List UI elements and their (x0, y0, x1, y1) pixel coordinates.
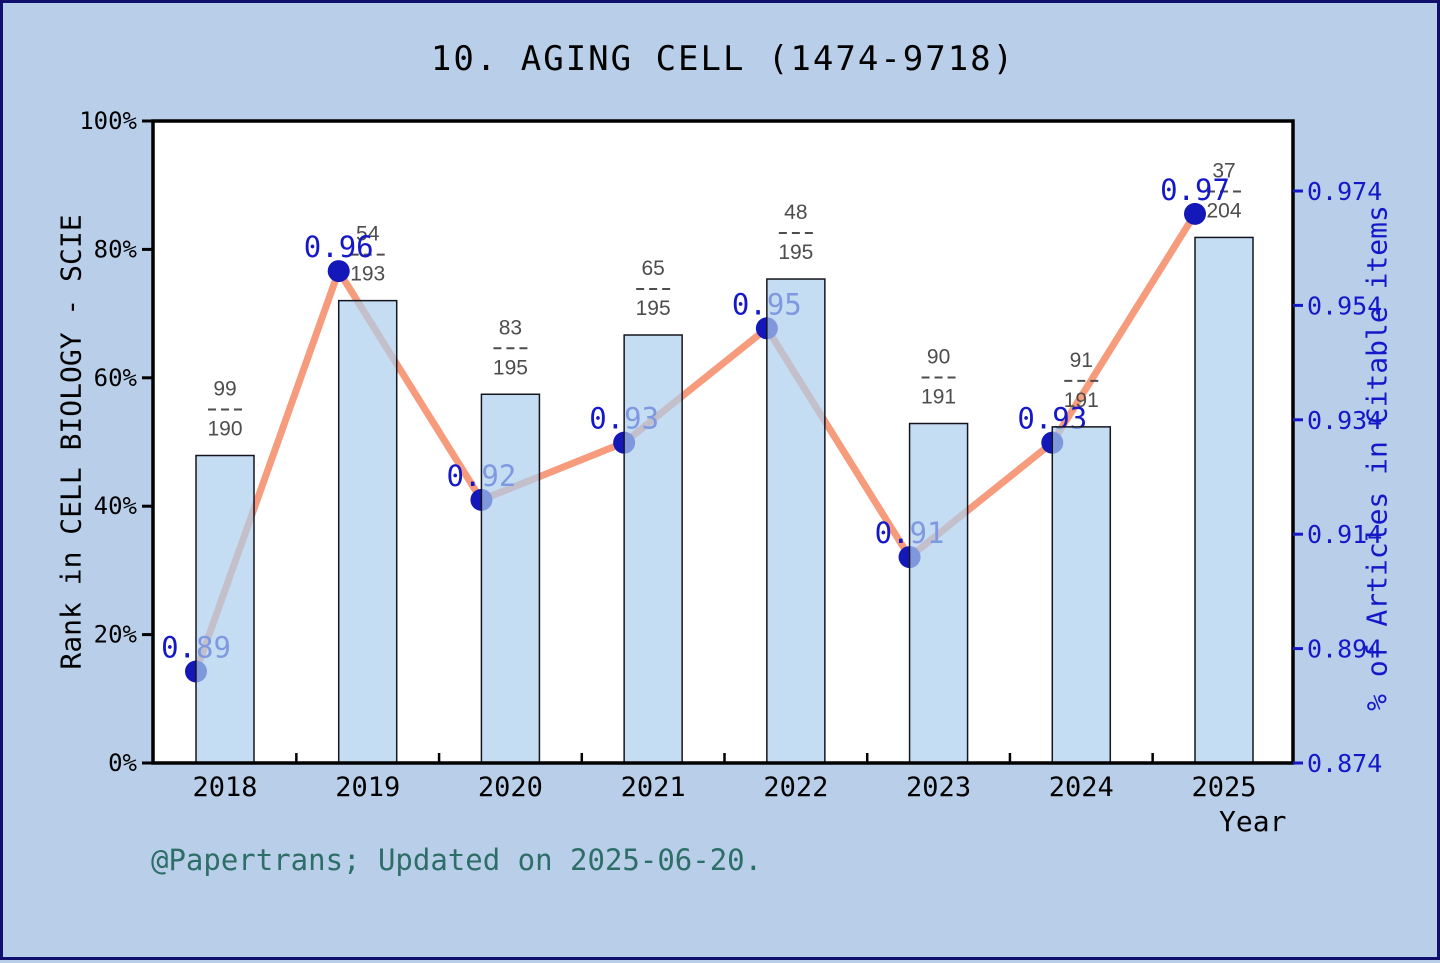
bar (195, 454, 255, 764)
point-label: 0.96 (304, 230, 374, 264)
credit-text: @Papertrans; Updated on 2025-06-20. (151, 843, 763, 877)
fraction-denominator: 195 (636, 297, 671, 320)
fraction-denominator: 204 (1206, 199, 1241, 222)
fraction-numerator: 91 (1070, 349, 1093, 372)
x-tick-label: 2018 (192, 772, 257, 803)
right-tick-label: 0.914 (1307, 520, 1382, 549)
axis-frame (151, 119, 1295, 765)
right-axis-title: % of Articles in Citable items (1360, 205, 1394, 711)
right-tick-label: 0.894 (1307, 635, 1382, 664)
data-point (327, 260, 350, 283)
page-title: 10. AGING CELL (1474-9718) (430, 39, 1016, 79)
fraction-numerator: 37 (1212, 159, 1235, 182)
fraction-label: 37 204 (1206, 159, 1241, 222)
left-tick-label: 20% (94, 621, 138, 649)
fraction-numerator: 83 (499, 316, 522, 339)
fraction-label: 83 195 (493, 316, 528, 379)
fraction-numerator: 65 (641, 257, 664, 280)
plot-background (153, 121, 1293, 763)
fraction-label: 91 191 (1064, 349, 1099, 412)
bar (480, 393, 541, 764)
fraction-numerator: 48 (784, 201, 807, 224)
fraction-label: 99 190 (207, 378, 242, 441)
bars-layer (195, 236, 1254, 764)
x-tick-label: 2025 (1191, 772, 1256, 803)
left-tick-label: 80% (94, 235, 138, 263)
data-point (1184, 202, 1206, 225)
bar (766, 278, 826, 764)
left-tick-label: 0% (108, 749, 137, 777)
bar (1051, 426, 1112, 764)
x-tick-label: 2024 (1049, 772, 1114, 803)
fraction-label: 54 193 (350, 223, 385, 286)
fraction-numerator: 90 (927, 346, 950, 369)
fraction-denominator: 190 (207, 418, 242, 441)
point-label: 0.97 (1160, 173, 1230, 207)
bar (623, 334, 683, 764)
right-tick-label: 0.974 (1307, 177, 1382, 206)
fraction-denominator: 193 (350, 263, 385, 286)
fraction-label: 65 195 (636, 257, 671, 320)
x-tick-label: 2020 (478, 772, 543, 803)
x-tick-label: 2023 (906, 772, 971, 803)
left-tick-label: 40% (94, 492, 138, 520)
fraction-denominator: 191 (921, 386, 956, 409)
right-tick-label: 0.934 (1307, 406, 1382, 435)
fraction-label: 48 195 (778, 201, 813, 264)
x-tick-label: 2021 (621, 772, 686, 803)
chart-canvas: 99 190 54 193 83 195 65 195 48 195 90 191 91 191 37 204… (79, 107, 1382, 803)
bar (337, 299, 398, 764)
fraction-numerator: 54 (356, 223, 380, 246)
fraction-numerator: 99 (213, 378, 236, 401)
x-tick-label: 2019 (335, 772, 400, 803)
bar (908, 422, 969, 764)
fraction-denominator: 191 (1064, 389, 1099, 412)
axes-layer: 0% 20% 40% 60% 80% 100% 0.874 0.894 0.914 0.934 0.… (79, 107, 1382, 803)
left-axis-title: Rank in CELL BIOLOGY - SCIE (54, 214, 88, 670)
right-tick-label: 0.954 (1307, 291, 1382, 320)
fraction-denominator: 195 (493, 356, 528, 379)
x-axis-title: Year (1219, 805, 1287, 838)
right-tick-label: 0.874 (1307, 749, 1382, 778)
x-tick-label: 2022 (763, 772, 828, 803)
fraction-label: 90 191 (921, 346, 956, 409)
bar (1194, 236, 1254, 764)
fraction-denominator: 195 (778, 241, 813, 264)
left-tick-label: 100% (79, 107, 137, 135)
left-tick-label: 60% (94, 364, 138, 392)
